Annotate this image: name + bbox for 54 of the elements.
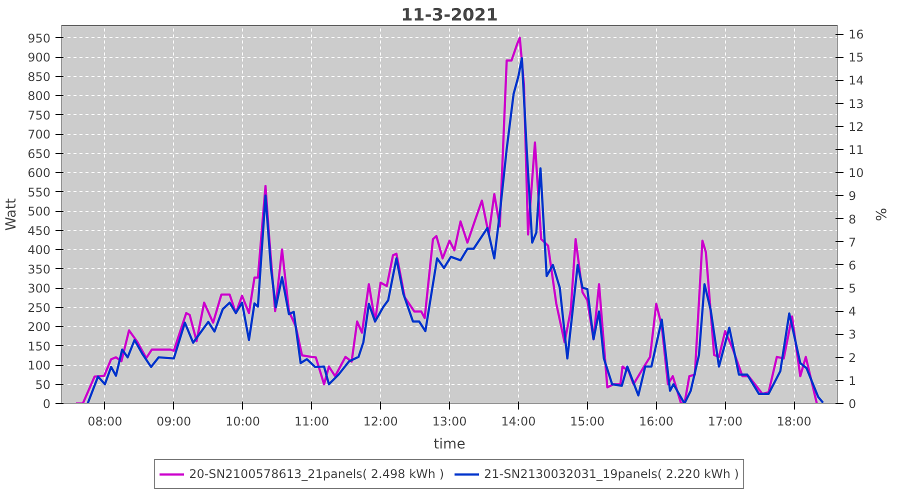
- y-tick-label: 0: [42, 397, 51, 411]
- y2-tick-label: 13: [848, 96, 864, 111]
- y-tick-label: 500: [28, 204, 50, 219]
- y2-tick-label: 14: [848, 74, 864, 88]
- y-tick-label: 50: [35, 378, 51, 392]
- y-tick-label: 650: [28, 146, 50, 161]
- y2-tick-label: 3: [848, 328, 856, 342]
- y-tick-label: 900: [28, 50, 50, 65]
- y-tick-label: 100: [28, 358, 50, 373]
- y2-tick-label: 10: [848, 166, 864, 180]
- y2-tick-label: 7: [848, 235, 856, 250]
- y-tick-label: 400: [28, 243, 50, 258]
- y-tick-label: 800: [28, 89, 50, 104]
- x-tick-label: 10:00: [225, 414, 260, 428]
- y-tick-label: 700: [28, 128, 50, 142]
- x-tick-label: 13:00: [432, 414, 467, 428]
- y2-tick-label: 11: [848, 143, 864, 157]
- y2-tick-label: 8: [848, 212, 856, 226]
- y2-tick-label: 6: [848, 258, 856, 272]
- legend-label: 20-SN2100578613_21panels( 2.498 kWh ): [189, 467, 444, 481]
- y2-tick-label: 0: [848, 397, 856, 411]
- y-tick-label: 150: [28, 339, 50, 354]
- y2-axis-title: %: [872, 208, 888, 222]
- y-tick-label: 300: [28, 282, 50, 296]
- y2-tick-label: 12: [848, 120, 864, 134]
- chart-title: 11-3-2021: [401, 6, 498, 26]
- y2-tick-label: 16: [848, 28, 864, 42]
- y-tick-label: 450: [28, 224, 50, 238]
- x-tick-label: 14:00: [501, 414, 536, 428]
- x-tick-label: 08:00: [88, 414, 122, 428]
- y2-tick-label: 5: [848, 282, 856, 296]
- y-tick-label: 200: [28, 320, 50, 334]
- y-tick-label: 850: [28, 70, 50, 84]
- y-tick-label: 600: [28, 166, 50, 180]
- legend-label: 21-SN2130032031_19panels( 2.220 kWh ): [484, 467, 739, 481]
- x-tick-label: 15:00: [570, 414, 605, 428]
- x-tick-label: 09:00: [156, 414, 192, 428]
- y2-tick-label: 9: [848, 189, 856, 204]
- x-tick-label: 12:00: [363, 414, 398, 428]
- y-tick-label: 350: [28, 262, 50, 276]
- x-tick-label: 17:00: [708, 414, 742, 428]
- x-axis-title: time: [434, 436, 466, 452]
- x-tick-label: 16:00: [638, 414, 674, 428]
- x-tick-label: 18:00: [776, 414, 812, 428]
- y-tick-label: 250: [28, 300, 50, 315]
- y2-tick-label: 1: [848, 374, 856, 388]
- y2-tick-label: 2: [848, 350, 856, 365]
- y-tick-label: 950: [28, 31, 50, 46]
- y-tick-label: 750: [28, 108, 50, 122]
- x-tick-label: 11:00: [294, 414, 329, 428]
- y-tick-label: 550: [28, 185, 50, 200]
- y-axis-title: Watt: [4, 198, 20, 231]
- y2-tick-label: 4: [848, 304, 856, 319]
- y2-tick-label: 15: [848, 50, 864, 65]
